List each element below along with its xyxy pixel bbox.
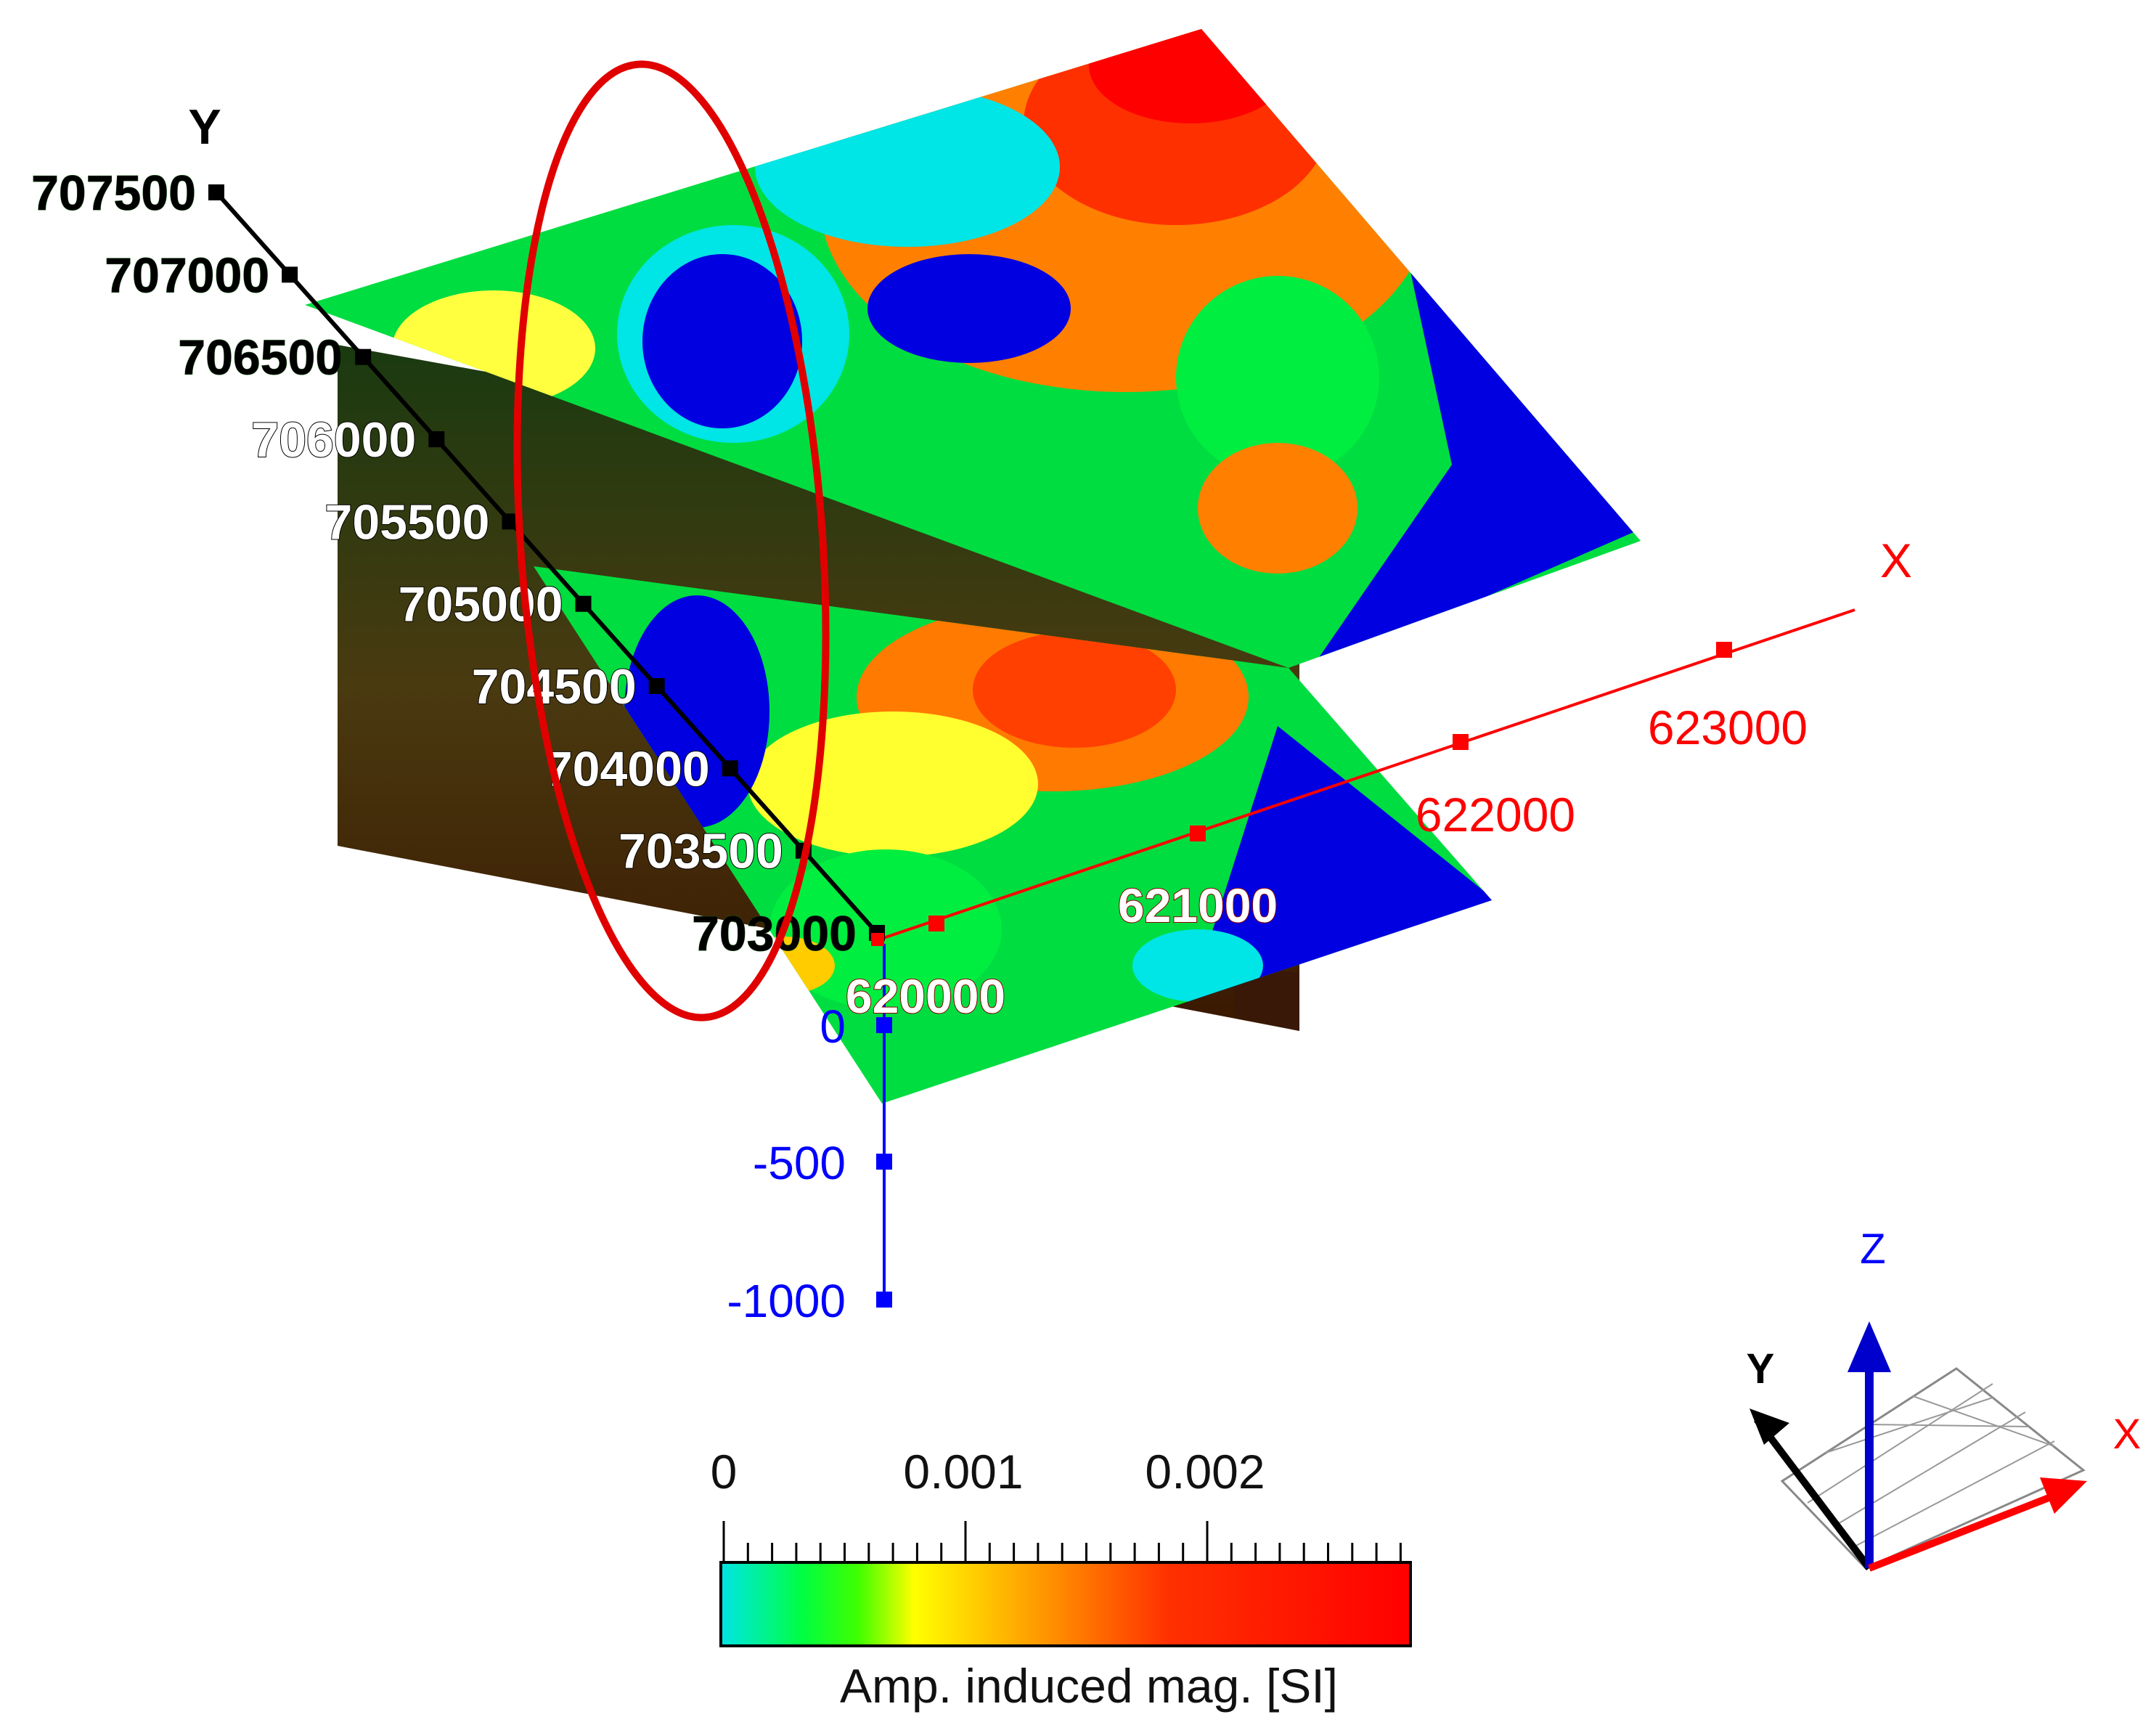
- x-origin-marker: [871, 933, 884, 946]
- y-tick-label: 705000: [399, 577, 563, 632]
- y-tick-label: 707500: [31, 166, 196, 221]
- triad-z-label: Z: [1860, 1226, 1885, 1273]
- z-tick-label: -1000: [727, 1275, 846, 1327]
- y-tick-marker: [648, 678, 665, 694]
- y-tick-label: 703500: [618, 824, 783, 879]
- y-tick-label: 707000: [105, 248, 269, 303]
- x-axis: [876, 608, 1855, 942]
- triad-x-label: X: [2113, 1411, 2141, 1458]
- y-tick-label: 706500: [178, 330, 343, 386]
- y-tick-marker: [575, 595, 592, 612]
- y-tick-marker: [428, 431, 445, 447]
- colorbar-tick-0: 0: [711, 1445, 738, 1498]
- x-tick-marker: [1190, 825, 1206, 841]
- colorbar: 0 0.001 0.002 Amp. induced mag. [SI]: [711, 1445, 1412, 1713]
- z-tick-label: 0: [820, 1000, 846, 1053]
- orientation-triad: X Y Z: [1747, 1226, 2141, 1572]
- colorbar-gradient: [719, 1561, 1412, 1647]
- x-tick-label: 622000: [1416, 788, 1575, 841]
- y-tick-marker: [355, 348, 372, 365]
- y-tick-label: 704000: [545, 741, 710, 796]
- y-tick-marker: [282, 266, 298, 283]
- x-tick-marker: [1716, 642, 1732, 658]
- z-tick-marker: [876, 1292, 892, 1308]
- triad-y-label: Y: [1747, 1345, 1775, 1392]
- y-tick-label: 706000: [251, 412, 416, 468]
- z-tick-marker: [876, 1017, 892, 1033]
- y-axis-title: Y: [188, 99, 221, 155]
- x-tick-marker: [928, 916, 944, 931]
- y-tick-label: 704500: [472, 659, 637, 714]
- y-tick-label: 705500: [325, 494, 490, 550]
- colorbar-tick-1: 0.001: [903, 1445, 1023, 1498]
- colorbar-title: Amp. induced mag. [SI]: [840, 1659, 1338, 1713]
- x-tick-marker: [1453, 734, 1469, 750]
- colorbar-tick-2: 0.002: [1145, 1445, 1265, 1498]
- y-tick-marker: [722, 760, 738, 777]
- x-tick-label: 620000: [846, 969, 1005, 1023]
- x-tick-label: 621000: [1118, 878, 1278, 932]
- y-tick-marker: [502, 513, 518, 530]
- z-tick-marker: [876, 1154, 892, 1170]
- x-tick-label: 623000: [1648, 701, 1808, 754]
- z-tick-label: -500: [753, 1137, 846, 1189]
- highlight-ellipse: [513, 60, 830, 1022]
- y-axis: [214, 191, 879, 934]
- y-tick-marker: [208, 184, 224, 200]
- x-axis-title: X: [1880, 534, 1912, 587]
